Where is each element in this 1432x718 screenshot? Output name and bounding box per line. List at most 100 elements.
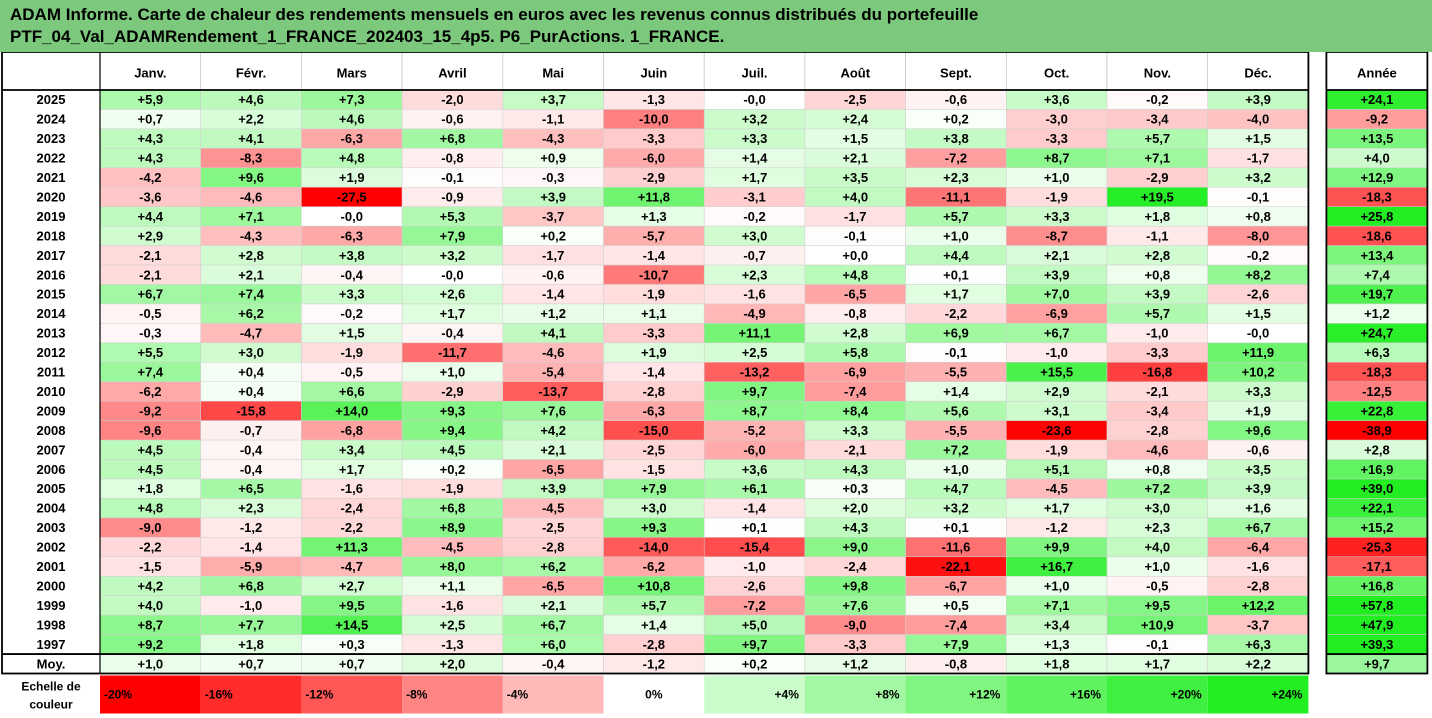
cell-value: +0,8 xyxy=(1245,209,1271,224)
cell-value: -1,0 xyxy=(743,559,765,574)
cell-value: -1,9 xyxy=(643,287,665,302)
row-year-label: 2021 xyxy=(37,170,66,185)
scale-label: -8% xyxy=(406,688,428,702)
cell-value: +7,0 xyxy=(1044,287,1070,302)
cell-value: -1,2 xyxy=(1045,520,1067,535)
cell-value: +0,0 xyxy=(842,248,868,263)
cell-value: +3,6 xyxy=(742,462,768,477)
cell-value: +3,2 xyxy=(1245,170,1271,185)
year-value: +39,0 xyxy=(1360,481,1393,496)
header-cell xyxy=(99,52,201,91)
cell-value: -0,2 xyxy=(341,306,363,321)
cell-value: -3,7 xyxy=(542,209,564,224)
cell-value: +9,4 xyxy=(440,423,466,438)
cell-value: -5,9 xyxy=(240,559,262,574)
cell-value: +0,4 xyxy=(238,384,264,399)
cell-value: +4,3 xyxy=(138,131,164,146)
cell-value: +2,5 xyxy=(440,617,466,632)
cell-value: +2,8 xyxy=(1145,248,1171,263)
cell-value: +0,9 xyxy=(540,151,566,166)
cell-value: +7,9 xyxy=(440,228,466,243)
cell-value: +1,0 xyxy=(943,228,969,243)
cell-value: -3,4 xyxy=(1146,403,1169,418)
cell-value: -2,2 xyxy=(945,306,967,321)
year-value: +9,7 xyxy=(1364,656,1390,671)
cell-value: -7,2 xyxy=(743,598,765,613)
cell-value: +0,7 xyxy=(339,656,365,671)
cell-value: -1,0 xyxy=(1146,326,1168,341)
cell-value: -10,0 xyxy=(639,112,669,127)
cell-value: +1,0 xyxy=(1044,170,1070,185)
cell-value: -0,4 xyxy=(341,267,364,282)
cell-value: +3,0 xyxy=(238,345,264,360)
cell-value: +12,2 xyxy=(1242,598,1275,613)
cell-value: +6,9 xyxy=(943,326,969,341)
cell-value: -0,2 xyxy=(1146,92,1168,107)
cell-value: +1,6 xyxy=(1245,501,1271,516)
cell-value: +6,0 xyxy=(540,637,566,652)
cell-value: +7,6 xyxy=(540,403,566,418)
cell-value: -4,0 xyxy=(1247,112,1269,127)
cell-value: +4,7 xyxy=(943,481,969,496)
cell-value: -2,0 xyxy=(441,92,463,107)
cell-value: -1,4 xyxy=(643,248,666,263)
cell-value: -2,5 xyxy=(542,520,564,535)
cell-value: +2,7 xyxy=(339,578,365,593)
scale-label: +4% xyxy=(775,688,800,702)
year-value: +22,1 xyxy=(1360,501,1393,516)
cell-value: +2,5 xyxy=(742,345,768,360)
cell-value: +2,9 xyxy=(138,228,164,243)
cell-value: +5,5 xyxy=(138,345,164,360)
row-year-label: 2018 xyxy=(37,228,66,243)
scale-label: -20% xyxy=(104,688,132,702)
cell-value: -6,2 xyxy=(643,559,665,574)
scale-swatch xyxy=(200,675,302,714)
cell-value: -0,0 xyxy=(441,267,463,282)
cell-value: -5,7 xyxy=(643,228,665,243)
month-header: Juin xyxy=(640,66,667,81)
cell-value: +8,4 xyxy=(842,403,868,418)
cell-value: -1,0 xyxy=(240,598,262,613)
cell-value: +10,2 xyxy=(1242,365,1275,380)
cell-value: -2,6 xyxy=(743,578,765,593)
cell-value: -13,2 xyxy=(740,365,770,380)
cell-value: -3,3 xyxy=(643,326,665,341)
cell-value: +3,2 xyxy=(943,501,969,516)
cell-value: -0,0 xyxy=(1247,326,1269,341)
cell-value: +1,8 xyxy=(238,637,264,652)
cell-value: +0,1 xyxy=(943,267,969,282)
cell-value: -2,4 xyxy=(341,501,364,516)
cell-value: +11,1 xyxy=(738,326,770,341)
row-year-label: 2010 xyxy=(37,384,66,399)
cell-value: +3,3 xyxy=(742,131,768,146)
cell-value: +5,6 xyxy=(943,403,969,418)
cell-value: -6,0 xyxy=(743,442,765,457)
scale-swatch xyxy=(905,675,1007,714)
row-year-label: 2009 xyxy=(37,403,66,418)
cell-value: -2,8 xyxy=(1146,423,1168,438)
cell-value: -27,5 xyxy=(337,189,367,204)
cell-value: +8,0 xyxy=(440,559,466,574)
scale-label: +20% xyxy=(1171,688,1202,702)
cell-value: -2,2 xyxy=(139,540,161,555)
cell-value: +4,0 xyxy=(842,189,868,204)
cell-value: -8,3 xyxy=(240,151,262,166)
cell-value: +8,9 xyxy=(440,520,466,535)
year-value: +7,4 xyxy=(1364,267,1390,282)
year-value: +13,5 xyxy=(1360,131,1393,146)
scale-label: 0% xyxy=(645,688,663,702)
cell-value: -3,3 xyxy=(1146,345,1168,360)
cell-value: +9,8 xyxy=(842,578,868,593)
cell-value: -2,2 xyxy=(341,520,363,535)
cell-value: +5,9 xyxy=(138,92,164,107)
scale-swatch xyxy=(1207,675,1309,714)
cell-value: -6,7 xyxy=(945,578,967,593)
cell-value: -11,7 xyxy=(438,345,467,360)
cell-value: +4,8 xyxy=(138,501,164,516)
cell-value: -1,9 xyxy=(441,481,463,496)
cell-value: -6,3 xyxy=(341,228,363,243)
cell-value: -9,6 xyxy=(139,423,161,438)
cell-value: -0,4 xyxy=(240,462,263,477)
header-cell xyxy=(703,52,806,91)
month-header: Oct. xyxy=(1044,66,1069,81)
